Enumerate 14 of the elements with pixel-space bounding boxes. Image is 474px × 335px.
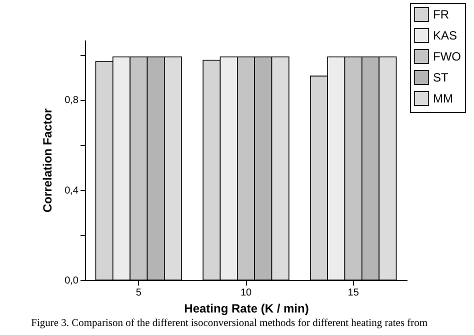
legend-label: FR (433, 8, 450, 22)
legend-label: FWO (433, 50, 461, 64)
y-tick-label: 0,8 (64, 95, 79, 106)
y-tick-label: 0,0 (64, 276, 79, 286)
x-tick-label: 15 (348, 288, 360, 298)
legend-label: ST (433, 70, 450, 84)
x-tick-label: 5 (136, 288, 142, 298)
legend-label: MM (433, 92, 453, 106)
x-axis-title: Heating Rate (K / min) (184, 302, 309, 316)
caption: Figure 3. Comparison of the different isoconversional methods for different heating rates from (31, 318, 428, 329)
y-axis-title: Correlation Factor (40, 108, 55, 213)
legend-label: KAS (433, 28, 458, 42)
x-tick-label: 10 (240, 288, 252, 298)
y-tick-label: 0,4 (64, 185, 79, 196)
